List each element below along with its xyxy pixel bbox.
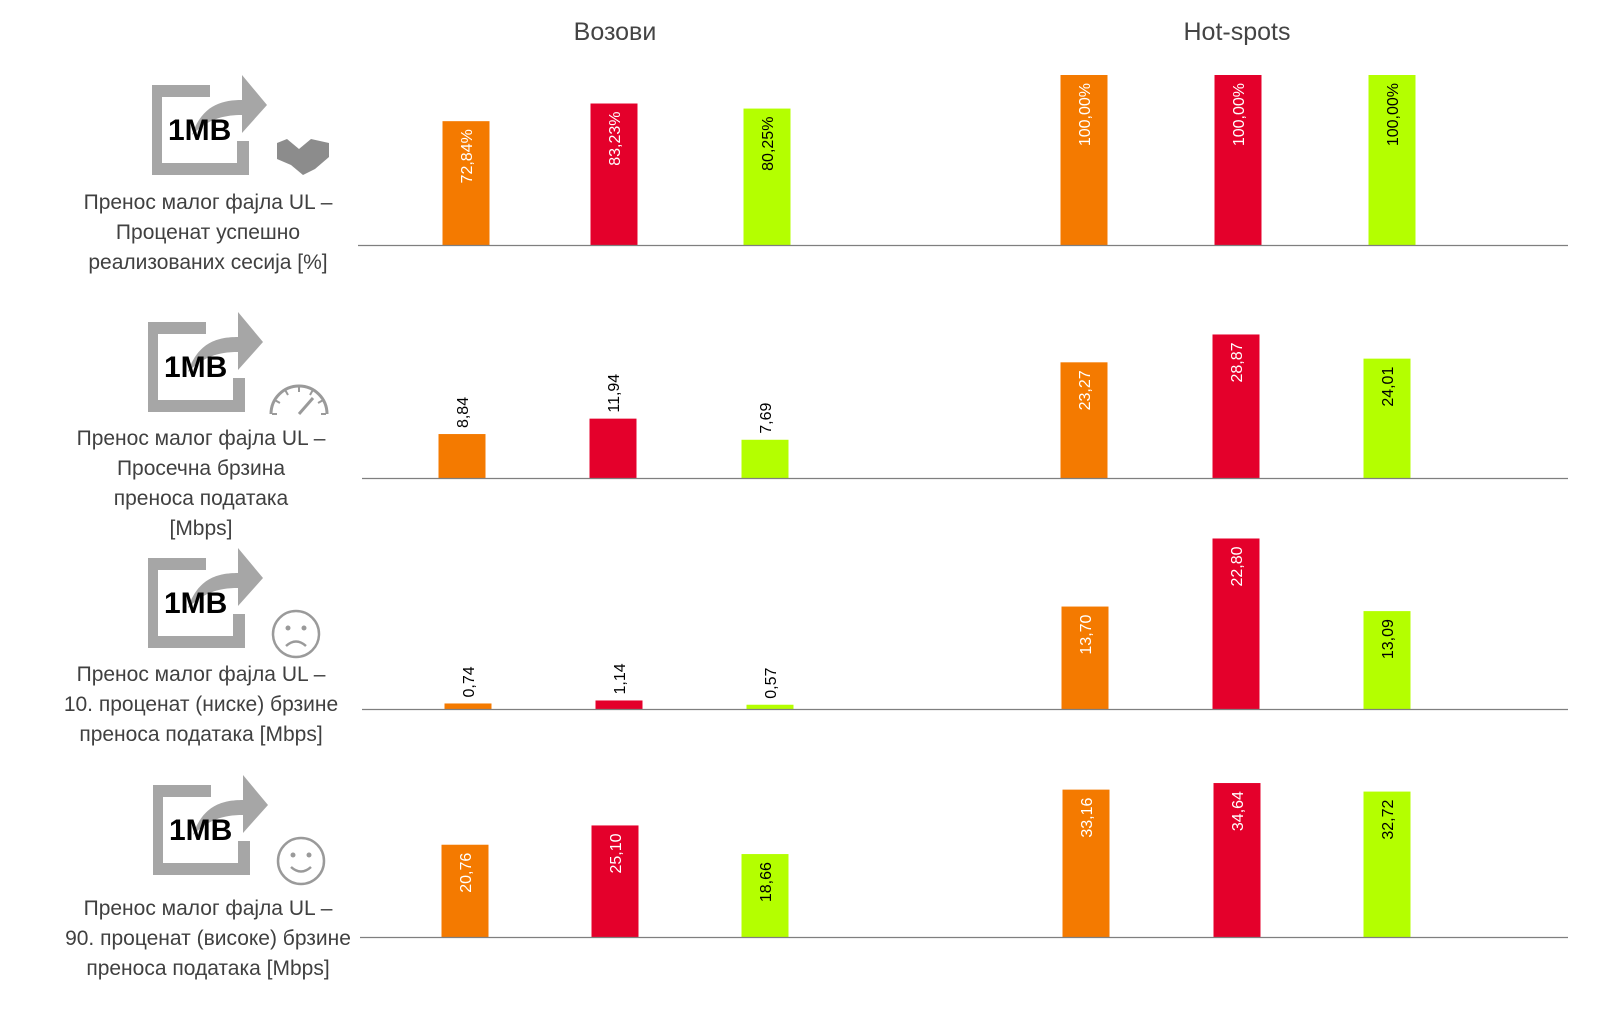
- data-label-1-Возови-series-2: 83,23%: [607, 112, 624, 166]
- bar-2-Возови-series-1: [438, 434, 486, 478]
- chart-title-line: Пренос малог фајла UL –: [83, 897, 333, 920]
- bar-1-Hot-spots-series-2: [1214, 75, 1262, 245]
- upload-document-icon: 1MB: [153, 775, 268, 875]
- smiley-face-icon: [276, 836, 326, 886]
- chart-title-4: Пренос малог фајла UL – 90. проценат (вис…: [53, 894, 363, 984]
- icon-1mb-text: 1MB: [164, 587, 227, 620]
- data-label-2-Hot-spots-series-1: 23,27: [1077, 370, 1094, 410]
- bar-1-Hot-spots-series-3: [1368, 75, 1416, 245]
- sad-face-icon: [271, 609, 321, 659]
- data-label-2-Возови-series-1: 8,84: [455, 397, 472, 428]
- chart-title-line: 10. проценат (ниске) брзине: [63, 693, 339, 716]
- group-title-trains: Возови: [573, 18, 657, 46]
- chart-title-line: 90. проценат (високе) брзине: [65, 927, 351, 950]
- chart-title-line: Проценат успешно: [115, 221, 301, 244]
- icon-1mb-text: 1MB: [168, 114, 231, 147]
- bar-3-Возови-series-2: [595, 700, 643, 709]
- data-label-2-Возови-series-2: 11,94: [606, 374, 623, 413]
- data-label-4-Возови-series-3: 18,66: [758, 862, 775, 902]
- data-label-1-Hot-spots-series-1: 100,00%: [1077, 83, 1094, 146]
- data-label-1-Hot-spots-series-3: 100,00%: [1385, 83, 1402, 146]
- chart-title-line: преноса података [Mbps]: [86, 957, 330, 980]
- chart-title-line: Пренос малог фајла UL –: [76, 663, 326, 686]
- data-label-3-Hot-spots-series-1: 13,70: [1078, 614, 1095, 654]
- upload-document-icon: 1MB: [152, 75, 267, 175]
- chart-title-line: преноса података [Mbps]: [79, 723, 323, 746]
- chart-title-2: Пренос малог фајла UL – Просечна брзина пр…: [46, 424, 356, 544]
- group-title-hotspots: Hot-spots: [1183, 18, 1291, 46]
- chart-title-1: Пренос малог фајла UL – Проценат успешно р…: [53, 188, 363, 278]
- bar-3-Возови-series-1: [444, 703, 492, 709]
- data-label-3-Возови-series-2: 1,14: [612, 663, 629, 694]
- bar-2-Hot-spots-series-1: [1060, 362, 1108, 478]
- bar-2-Возови-series-3: [741, 439, 789, 478]
- bar-4-Возови-series-1: [441, 844, 489, 937]
- bar-1-Возови-series-3: [743, 108, 791, 245]
- data-label-4-Возови-series-1: 20,76: [458, 853, 475, 893]
- chart-panel-1: 1MB 72,84% 83,23% 80,25% 100,00% 100,00% 100,0…: [152, 75, 1568, 247]
- icon-1mb-text: 1MB: [164, 351, 227, 384]
- chart-title-line: Пренос малог фајла UL –: [83, 191, 333, 214]
- chart-title-line: Просечна брзина: [116, 457, 286, 480]
- icon-1mb-text: 1MB: [169, 814, 232, 847]
- bar-1-Hot-spots-series-1: [1060, 75, 1108, 245]
- bar-4-Возови-series-3: [741, 854, 789, 937]
- bar-1-Возови-series-1: [442, 121, 490, 245]
- bar-3-Hot-spots-series-2: [1212, 538, 1260, 709]
- data-label-4-Hot-spots-series-1: 33,16: [1079, 798, 1096, 838]
- chart-panel-4: 1MB 20,76 25,10 18,66 33,16 34,64 32,72: [153, 775, 1568, 939]
- bar-4-Hot-spots-series-3: [1363, 791, 1411, 937]
- bar-4-Возови-series-2: [591, 825, 639, 937]
- bar-2-Hot-spots-series-2: [1212, 334, 1260, 478]
- upload-document-icon: 1MB: [148, 312, 263, 412]
- bar-3-Hot-spots-series-3: [1363, 611, 1411, 709]
- chart-title-line: реализованих сесија [%]: [88, 251, 328, 274]
- data-label-1-Hot-spots-series-2: 100,00%: [1231, 83, 1248, 146]
- chart-panel-3: 1MB 0,74 1,14 0,57 13,70 22,80 13,09: [148, 538, 1568, 711]
- bar-4-Hot-spots-series-2: [1213, 783, 1261, 937]
- data-label-2-Hot-spots-series-2: 28,87: [1229, 342, 1246, 382]
- chart-title-line: Пренос малог фајла UL –: [76, 427, 326, 450]
- data-label-3-Возови-series-1: 0,74: [461, 666, 478, 697]
- speedometer-icon: [269, 384, 329, 415]
- handshake-icon: [277, 139, 329, 175]
- data-label-1-Возови-series-3: 80,25%: [760, 117, 777, 171]
- chart-panel-2: 1MB 8,84 11,94 7,69 23,27 28,87 24,01: [148, 312, 1568, 480]
- data-label-3-Возови-series-3: 0,57: [763, 667, 780, 698]
- bar-2-Возови-series-2: [589, 418, 637, 478]
- data-label-2-Возови-series-3: 7,69: [758, 403, 775, 434]
- data-label-4-Hot-spots-series-2: 34,64: [1230, 791, 1247, 831]
- bar-3-Hot-spots-series-1: [1061, 606, 1109, 709]
- data-label-3-Hot-spots-series-3: 13,09: [1380, 619, 1397, 659]
- data-label-1-Возови-series-1: 72,84%: [459, 129, 476, 183]
- upload-document-icon: 1MB: [148, 548, 263, 648]
- bar-4-Hot-spots-series-1: [1062, 789, 1110, 937]
- chart-title-line: [Mbps]: [169, 517, 233, 540]
- bar-1-Возови-series-2: [590, 103, 638, 245]
- data-label-3-Hot-spots-series-2: 22,80: [1229, 546, 1246, 586]
- chart-title-line: преноса података: [113, 487, 289, 510]
- data-label-2-Hot-spots-series-3: 24,01: [1380, 367, 1397, 407]
- bar-3-Возови-series-3: [746, 704, 794, 709]
- data-label-4-Hot-spots-series-3: 32,72: [1380, 799, 1397, 839]
- chart-title-3: Пренос малог фајла UL – 10. проценат (нис…: [46, 660, 356, 750]
- data-label-4-Возови-series-2: 25,10: [608, 833, 625, 873]
- bar-2-Hot-spots-series-3: [1363, 358, 1411, 478]
